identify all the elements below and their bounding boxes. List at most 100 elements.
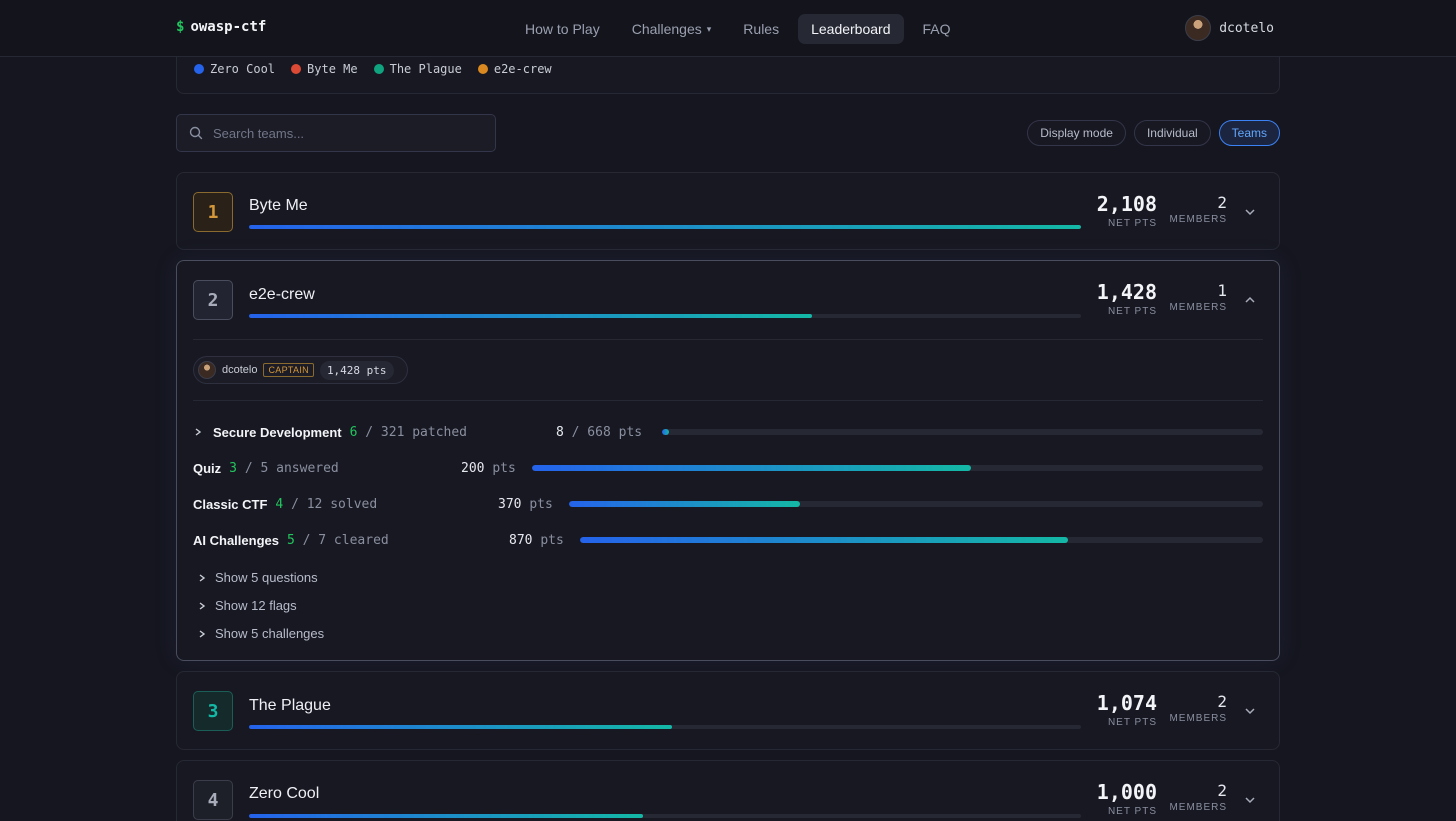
category-points: 200 pts bbox=[461, 461, 516, 476]
category-points-suffix: pts bbox=[529, 496, 553, 512]
category-progress-bar bbox=[580, 537, 1263, 543]
show-link-label: Show 5 questions bbox=[215, 570, 318, 585]
teams-toggle[interactable]: Teams bbox=[1218, 120, 1280, 146]
team-progress-bar bbox=[249, 725, 1081, 729]
category-count: 6 / 321 patched bbox=[350, 425, 467, 440]
nav-faq[interactable]: FAQ bbox=[910, 14, 964, 44]
category-points-value: 870 bbox=[509, 532, 533, 548]
brand-name: owasp-ctf bbox=[190, 19, 267, 35]
captain-badge: CAPTAIN bbox=[263, 363, 314, 377]
category-total: / 5 answered bbox=[244, 460, 339, 476]
team-progress-fill bbox=[249, 725, 673, 729]
legend-label: The Plague bbox=[389, 62, 462, 76]
show-challenges-link[interactable]: Show 5 challenges bbox=[197, 626, 324, 641]
members-label: MEMBERS bbox=[1169, 214, 1227, 225]
net-points: 1,000 NET PTS bbox=[1097, 780, 1157, 817]
category-points-value: 8 bbox=[556, 424, 564, 440]
chevron-up-icon[interactable] bbox=[1243, 293, 1257, 307]
show-link-label: Show 5 challenges bbox=[215, 626, 325, 641]
divider bbox=[193, 400, 1263, 401]
category-title: AI Challenges bbox=[193, 532, 279, 548]
chevron-down-icon[interactable] bbox=[1243, 793, 1257, 807]
chevron-right-icon[interactable] bbox=[193, 427, 203, 437]
nav-leaderboard[interactable]: Leaderboard bbox=[798, 14, 904, 44]
nav-label: Rules bbox=[743, 21, 780, 37]
brand-logo[interactable]: $ owasp-ctf bbox=[176, 19, 266, 35]
legend-item-zero-cool[interactable]: Zero Cool bbox=[194, 62, 275, 76]
team-row-byte-me[interactable]: 1 Byte Me 2,108 NET PTS 2 MEMBERS bbox=[176, 172, 1280, 250]
net-points: 1,428 NET PTS bbox=[1097, 280, 1157, 317]
nav-how-to-play[interactable]: How to Play bbox=[512, 14, 613, 44]
category-points-suffix: pts bbox=[492, 460, 516, 476]
nav-label: Challenges bbox=[631, 21, 702, 37]
legend-dot bbox=[373, 64, 384, 74]
show-questions-link[interactable]: Show 5 questions bbox=[197, 570, 318, 585]
net-points-value: 1,074 bbox=[1096, 691, 1157, 715]
rank-badge: 2 bbox=[193, 280, 233, 320]
chevron-down-icon[interactable] bbox=[1243, 704, 1257, 718]
members-value: 2 bbox=[1217, 193, 1227, 212]
team-row-zero-cool[interactable]: 4 Zero Cool 1,000 NET PTS 2 MEMBERS bbox=[176, 760, 1280, 821]
category-done: 6 bbox=[349, 424, 358, 440]
category-done: 5 bbox=[286, 532, 295, 548]
nav-label: FAQ bbox=[922, 21, 951, 37]
rank-badge: 4 bbox=[193, 780, 233, 820]
display-toggles: Display mode Individual Teams bbox=[1027, 120, 1280, 146]
team-progress-fill bbox=[249, 314, 813, 318]
category-done: 4 bbox=[275, 496, 284, 512]
team-row-e2e-crew[interactable]: 2 e2e-crew 1,428 NET PTS 1 MEMBERS dcote… bbox=[176, 260, 1280, 661]
category-points-value: 370 bbox=[498, 496, 522, 512]
category-progress-fill bbox=[662, 429, 670, 435]
category-row-ai-challenges: AI Challenges 5 / 7 cleared 870 pts bbox=[193, 530, 1263, 550]
category-progress-bar bbox=[532, 465, 1263, 471]
net-points-label: NET PTS bbox=[1107, 218, 1157, 229]
team-name: The Plague bbox=[249, 697, 331, 714]
members-count: 2 MEMBERS bbox=[1169, 692, 1227, 724]
brand-symbol: $ bbox=[176, 19, 185, 35]
category-row-secure-development[interactable]: Secure Development 6 / 321 patched 8 / 6… bbox=[193, 422, 1263, 442]
nav-label: How to Play bbox=[525, 21, 600, 37]
category-points-value: 200 bbox=[461, 460, 485, 476]
member-name: dcotelo bbox=[222, 364, 258, 376]
divider bbox=[193, 339, 1263, 340]
legend-dot bbox=[291, 64, 302, 74]
rank-badge: 1 bbox=[193, 192, 233, 232]
team-progress-bar bbox=[249, 814, 1081, 818]
search-input[interactable] bbox=[213, 125, 473, 141]
member-points: 1,428 pts bbox=[319, 360, 394, 380]
team-name: Zero Cool bbox=[249, 785, 320, 802]
legend-item-byte-me[interactable]: Byte Me bbox=[291, 62, 358, 76]
show-flags-link[interactable]: Show 12 flags bbox=[197, 598, 297, 613]
nav-rules[interactable]: Rules bbox=[730, 14, 792, 44]
net-points-label: NET PTS bbox=[1107, 306, 1157, 317]
net-points-value: 2,108 bbox=[1096, 192, 1157, 216]
search-box bbox=[176, 114, 496, 152]
legend-item-the-plague[interactable]: The Plague bbox=[373, 62, 462, 76]
team-name: e2e-crew bbox=[249, 286, 315, 303]
chevron-down-icon[interactable] bbox=[1243, 205, 1257, 219]
individual-toggle[interactable]: Individual bbox=[1133, 120, 1211, 146]
category-row-quiz: Quiz 3 / 5 answered 200 pts bbox=[193, 458, 1263, 478]
search-icon bbox=[189, 126, 203, 140]
team-progress-fill bbox=[249, 814, 644, 818]
legend-label: Zero Cool bbox=[210, 62, 276, 76]
chevron-right-icon bbox=[199, 601, 206, 610]
chevron-right-icon bbox=[199, 573, 206, 582]
avatar bbox=[1185, 15, 1212, 41]
category-total: / 7 cleared bbox=[302, 532, 389, 548]
members-label: MEMBERS bbox=[1169, 802, 1227, 813]
display-mode-button[interactable]: Display mode bbox=[1027, 120, 1126, 146]
category-row-classic-ctf: Classic CTF 4 / 12 solved 370 pts bbox=[193, 494, 1263, 514]
legend-dot bbox=[194, 64, 204, 74]
member-chip[interactable]: dcotelo CAPTAIN 1,428 pts bbox=[193, 356, 408, 384]
legend-item-e2e-crew[interactable]: e2e-crew bbox=[477, 62, 552, 76]
category-count: 3 / 5 answered bbox=[229, 461, 339, 476]
user-menu[interactable]: dcotelo bbox=[1185, 15, 1274, 41]
category-count: 5 / 7 cleared bbox=[287, 533, 389, 548]
nav-challenges[interactable]: Challenges ▾ bbox=[619, 14, 725, 44]
team-row-the-plague[interactable]: 3 The Plague 1,074 NET PTS 2 MEMBERS bbox=[176, 671, 1280, 750]
members-label: MEMBERS bbox=[1169, 713, 1227, 724]
category-count: 4 / 12 solved bbox=[275, 497, 377, 512]
net-points-value: 1,000 bbox=[1096, 780, 1157, 804]
net-points-label: NET PTS bbox=[1107, 717, 1157, 728]
